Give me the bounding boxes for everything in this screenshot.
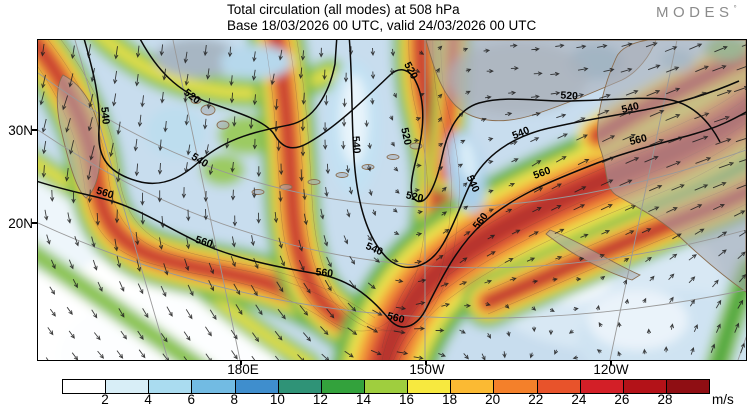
lon-label-120W: 120W xyxy=(593,362,629,377)
contour-label-560: 560 xyxy=(95,185,116,202)
island xyxy=(386,154,400,160)
lon-tick xyxy=(610,360,612,365)
lat-label-30N: 30N xyxy=(8,123,33,138)
colorbar-tick-label: 28 xyxy=(657,392,673,407)
contour-label-520: 520 xyxy=(405,189,425,204)
contour-label-520: 520 xyxy=(398,127,413,147)
contour-520 xyxy=(137,34,721,203)
modes-logo: MODES° xyxy=(656,4,737,21)
island xyxy=(307,179,321,185)
colorbar-tick-label: 4 xyxy=(144,392,152,407)
colorbar-cell xyxy=(321,380,365,393)
colorbar-tick-label: 20 xyxy=(485,392,501,407)
colorbar-cell xyxy=(451,380,495,393)
colorbar-cell xyxy=(580,380,624,393)
colorbar-cell xyxy=(537,380,581,393)
contour-540 xyxy=(348,34,740,269)
island xyxy=(251,189,265,195)
map-frame: 520 520 520 520 520 540 540 540 540 540 540 540 560 5… xyxy=(0,34,750,408)
colorbar xyxy=(62,379,710,394)
weather-map: 5205205205205205405405405405405405405605… xyxy=(0,34,750,408)
contour-label-560: 560 xyxy=(194,234,215,251)
colorbar-cell xyxy=(192,380,236,393)
contour-label-560: 560 xyxy=(532,164,553,181)
contour-560 xyxy=(32,110,749,328)
colorbar-tick-label: 14 xyxy=(355,392,371,407)
lon-label-180E: 180E xyxy=(227,362,259,377)
colorbar-cell xyxy=(63,380,107,393)
contour-label-540: 540 xyxy=(349,136,362,154)
lon-label-150W: 150W xyxy=(409,362,445,377)
lat-tick xyxy=(32,222,37,224)
contour-label-560: 560 xyxy=(315,266,334,280)
chart-subtitle: Base 18/03/2026 00 UTC, valid 24/03/2026… xyxy=(227,18,537,33)
colorbar-tick-label: 2 xyxy=(101,392,109,407)
colorbar-cell xyxy=(235,380,279,393)
colorbar-cell xyxy=(278,380,322,393)
island xyxy=(216,120,230,130)
lon-tick xyxy=(425,360,427,365)
colorbar-cell xyxy=(494,380,538,393)
chart-title: Total circulation (all modes) at 508 hPa xyxy=(227,2,460,17)
colorbar-tick-label: 24 xyxy=(571,392,587,407)
wind-arrows xyxy=(39,42,750,366)
colorbar-cell xyxy=(666,380,710,393)
island xyxy=(200,104,216,116)
island xyxy=(335,172,349,178)
colorbar-tick-label: 22 xyxy=(528,392,544,407)
land-north-america xyxy=(597,39,747,293)
chart-title-block: Total circulation (all modes) at 508 hPa… xyxy=(227,2,536,34)
island xyxy=(361,164,375,170)
land-baja xyxy=(545,229,641,281)
colorbar-cell xyxy=(623,380,667,393)
contour-540 xyxy=(82,34,338,184)
colorbar-tick-label: 18 xyxy=(442,392,458,407)
contour-label-540: 540 xyxy=(98,106,112,125)
contour-label-540: 540 xyxy=(620,100,640,116)
contour-label-520: 520 xyxy=(560,90,578,103)
colorbar-tick-label: 12 xyxy=(312,392,328,407)
contour-label-560: 560 xyxy=(386,310,406,326)
colorbar-tick-label: 16 xyxy=(399,392,415,407)
lat-tick xyxy=(32,129,37,131)
wind-arrow-glyphs xyxy=(39,42,750,366)
colorbar-tick-label: 6 xyxy=(187,392,195,407)
colorbar-tick-label: 10 xyxy=(269,392,285,407)
lat-label-20N: 20N xyxy=(8,216,33,231)
colorbar-tick-label: 26 xyxy=(614,392,630,407)
colorbar-cell xyxy=(106,380,150,393)
height-contours xyxy=(32,34,749,328)
lon-tick xyxy=(240,360,242,365)
logo-mark: ° xyxy=(733,4,737,13)
landmasses xyxy=(56,39,747,293)
colorbar-tick-label: 8 xyxy=(230,392,239,407)
colorbar-cell xyxy=(364,380,409,393)
colorbar-unit: m/s xyxy=(712,392,734,407)
colorbar-cell xyxy=(149,380,193,393)
colorbar-cell xyxy=(408,380,452,393)
